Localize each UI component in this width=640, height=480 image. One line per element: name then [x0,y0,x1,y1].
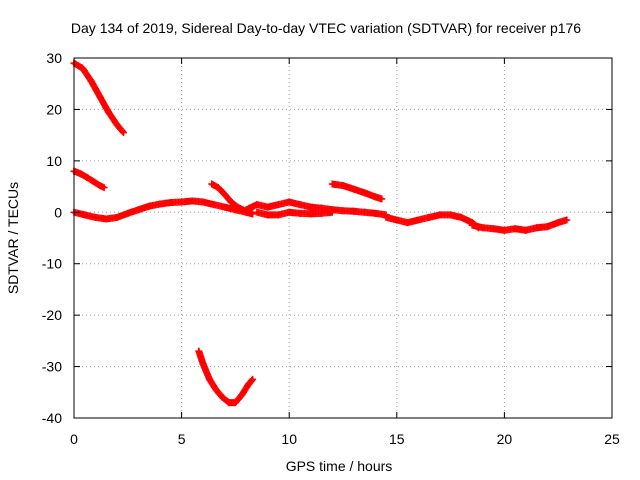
data-point [248,376,256,384]
data-point [378,195,386,203]
x-tick-label: 10 [281,431,297,447]
y-tick-label: -30 [42,359,62,375]
x-tick-label: 25 [604,431,620,447]
x-tick-label: 0 [70,431,78,447]
y-tick-label: 10 [46,153,62,169]
chart-title: Day 134 of 2019, Sidereal Day-to-day VTE… [71,20,581,36]
track-1 [70,59,127,137]
track-3 [195,347,257,407]
y-tick-label: -40 [42,410,62,426]
data-point [249,375,257,383]
track-7 [253,208,336,219]
y-tick-label: -10 [42,256,62,272]
y-tick-label: 30 [46,50,62,66]
data-point [100,184,108,192]
x-tick-label: 15 [389,431,405,447]
y-axis-label: SDTVAR / TECUs [5,182,21,294]
track-8 [328,180,386,203]
data-point [119,129,127,137]
track-10 [468,216,571,234]
data-point [563,216,571,224]
x-tick-label: 20 [497,431,513,447]
track-5 [70,197,257,223]
data-point [119,127,127,135]
grid-lines [74,58,612,418]
data-point [249,210,257,218]
x-tick-label: 5 [178,431,186,447]
track-9 [382,211,483,232]
y-tick-label: -20 [42,307,62,323]
x-axis-label: GPS time / hours [286,458,393,474]
y-tick-label: 0 [54,204,62,220]
data-point [328,208,336,216]
track-2 [70,167,108,192]
data-points [70,59,571,407]
plot-frame [73,57,613,419]
y-tick-label: 20 [46,101,62,117]
axis-ticks: 0 5 10 15 20 25 -40 -30 -20 -10 0 10 20 30 [42,50,620,447]
